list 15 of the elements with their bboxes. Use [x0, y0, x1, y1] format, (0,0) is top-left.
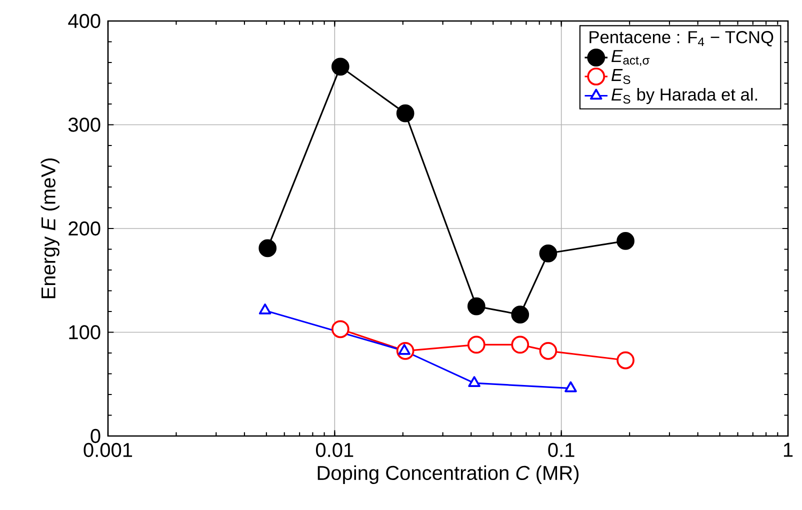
legend-title: Pentacene : F$_{4}$ − TCNQ: [590, 31, 774, 46]
y-tick-label: 100: [69, 325, 100, 340]
y-tick-label: 300: [68, 118, 100, 132]
y-axis-title: Energy E (meV): [40, 158, 60, 298]
x-axis-title: Doping Concentration C (MR): [318, 465, 579, 484]
x-tick-label: 0.01: [316, 442, 354, 458]
y-tick-label: 0: [90, 428, 100, 444]
x-tick-label: 0.1: [548, 442, 574, 458]
legend-label: E$_{S}$ by Harada et al.: [612, 88, 758, 104]
x-tick-label: 1: [784, 442, 793, 457]
legend-label: E$_{act,σ}$: [612, 50, 650, 66]
legend-label: E$_{S}$: [612, 69, 630, 84]
x-tick-label: 0.001: [84, 442, 132, 458]
y-tick-label: 200: [68, 221, 100, 236]
y-tick-label: 400: [68, 14, 100, 28]
